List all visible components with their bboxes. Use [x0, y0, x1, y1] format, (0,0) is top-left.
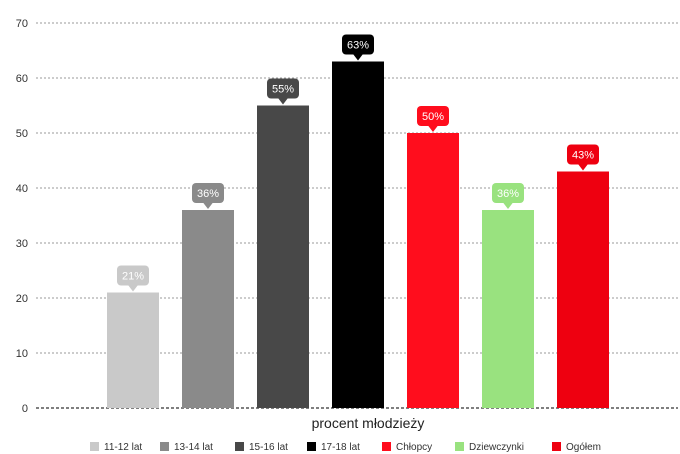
legend-swatch-0 [90, 442, 99, 451]
value-bubble-1: 36% [192, 183, 224, 209]
legend-swatch-5 [455, 442, 464, 451]
value-label-5: 36% [497, 188, 519, 200]
value-label-4: 50% [422, 111, 444, 123]
value-bubble-3: 63% [342, 34, 374, 61]
bars [107, 61, 609, 408]
bar-2 [257, 105, 309, 408]
bar-4 [407, 133, 459, 408]
bar-5 [482, 210, 534, 408]
legend-label-1: 13-14 lat [174, 442, 213, 453]
value-bubble-box-5 [492, 183, 524, 203]
value-bubble-0: 21% [117, 265, 149, 292]
value-bubble-box-1 [192, 183, 224, 203]
value-bubble-box-6 [567, 144, 599, 165]
legend-label-0: 11-12 lat [104, 442, 142, 453]
y-tick-label-2: 20 [16, 293, 28, 305]
value-bubble-pointer-2 [278, 98, 288, 105]
value-bubble-pointer-0 [128, 285, 138, 292]
value-bubble-box-0 [117, 265, 149, 286]
value-bubble-2: 55% [267, 78, 299, 105]
y-tick-label-3: 30 [16, 238, 28, 250]
legend-label-3: 17-18 lat [321, 442, 360, 453]
legend-swatch-6 [552, 442, 561, 451]
y-tick-label-6: 60 [16, 73, 28, 85]
value-label-2: 55% [272, 84, 294, 96]
bar-0 [107, 292, 159, 408]
legend-label-6: Ogółem [566, 442, 601, 453]
value-bubble-4: 50% [417, 106, 449, 132]
legend-label-5: Dziewczynki [469, 442, 524, 453]
y-tick-label-0: 0 [22, 403, 28, 415]
legend-swatch-2 [235, 442, 244, 451]
value-label-3: 63% [347, 40, 369, 52]
value-bubble-pointer-1 [203, 202, 213, 209]
x-axis-label: procent młodzieży [312, 415, 425, 431]
value-label-6: 43% [572, 150, 594, 162]
value-bubble-box-3 [342, 34, 374, 55]
value-labels: 21% 36% 55% 63% 50% 36% 43% [117, 34, 599, 292]
y-axis-ticks: 0 10 20 30 40 50 60 70 [16, 18, 28, 415]
value-bubble-box-2 [267, 78, 299, 99]
value-bubble-6: 43% [567, 144, 599, 171]
value-bubble-pointer-6 [578, 164, 588, 171]
y-tick-label-7: 70 [16, 18, 28, 30]
value-bubble-pointer-5 [503, 202, 513, 209]
y-tick-label-5: 50 [16, 128, 28, 140]
legend-swatch-4 [382, 442, 391, 451]
legend-swatch-1 [160, 442, 169, 451]
legend-swatch-3 [307, 442, 316, 451]
value-label-1: 36% [197, 188, 219, 200]
bar-3 [332, 61, 384, 408]
legend: 11-12 lat 13-14 lat 15-16 lat 17-18 lat Chło… [90, 442, 601, 453]
y-tick-label-4: 40 [16, 183, 28, 195]
bar-1 [182, 210, 234, 408]
y-tick-label-1: 10 [16, 348, 28, 360]
bar-6 [557, 171, 609, 408]
legend-label-4: Chłopcy [396, 442, 432, 453]
value-label-0: 21% [122, 271, 144, 283]
legend-label-2: 15-16 lat [249, 442, 288, 453]
value-bubble-pointer-4 [428, 125, 438, 132]
value-bubble-5: 36% [492, 183, 524, 209]
value-bubble-pointer-3 [353, 54, 363, 61]
value-bubble-box-4 [417, 106, 449, 126]
